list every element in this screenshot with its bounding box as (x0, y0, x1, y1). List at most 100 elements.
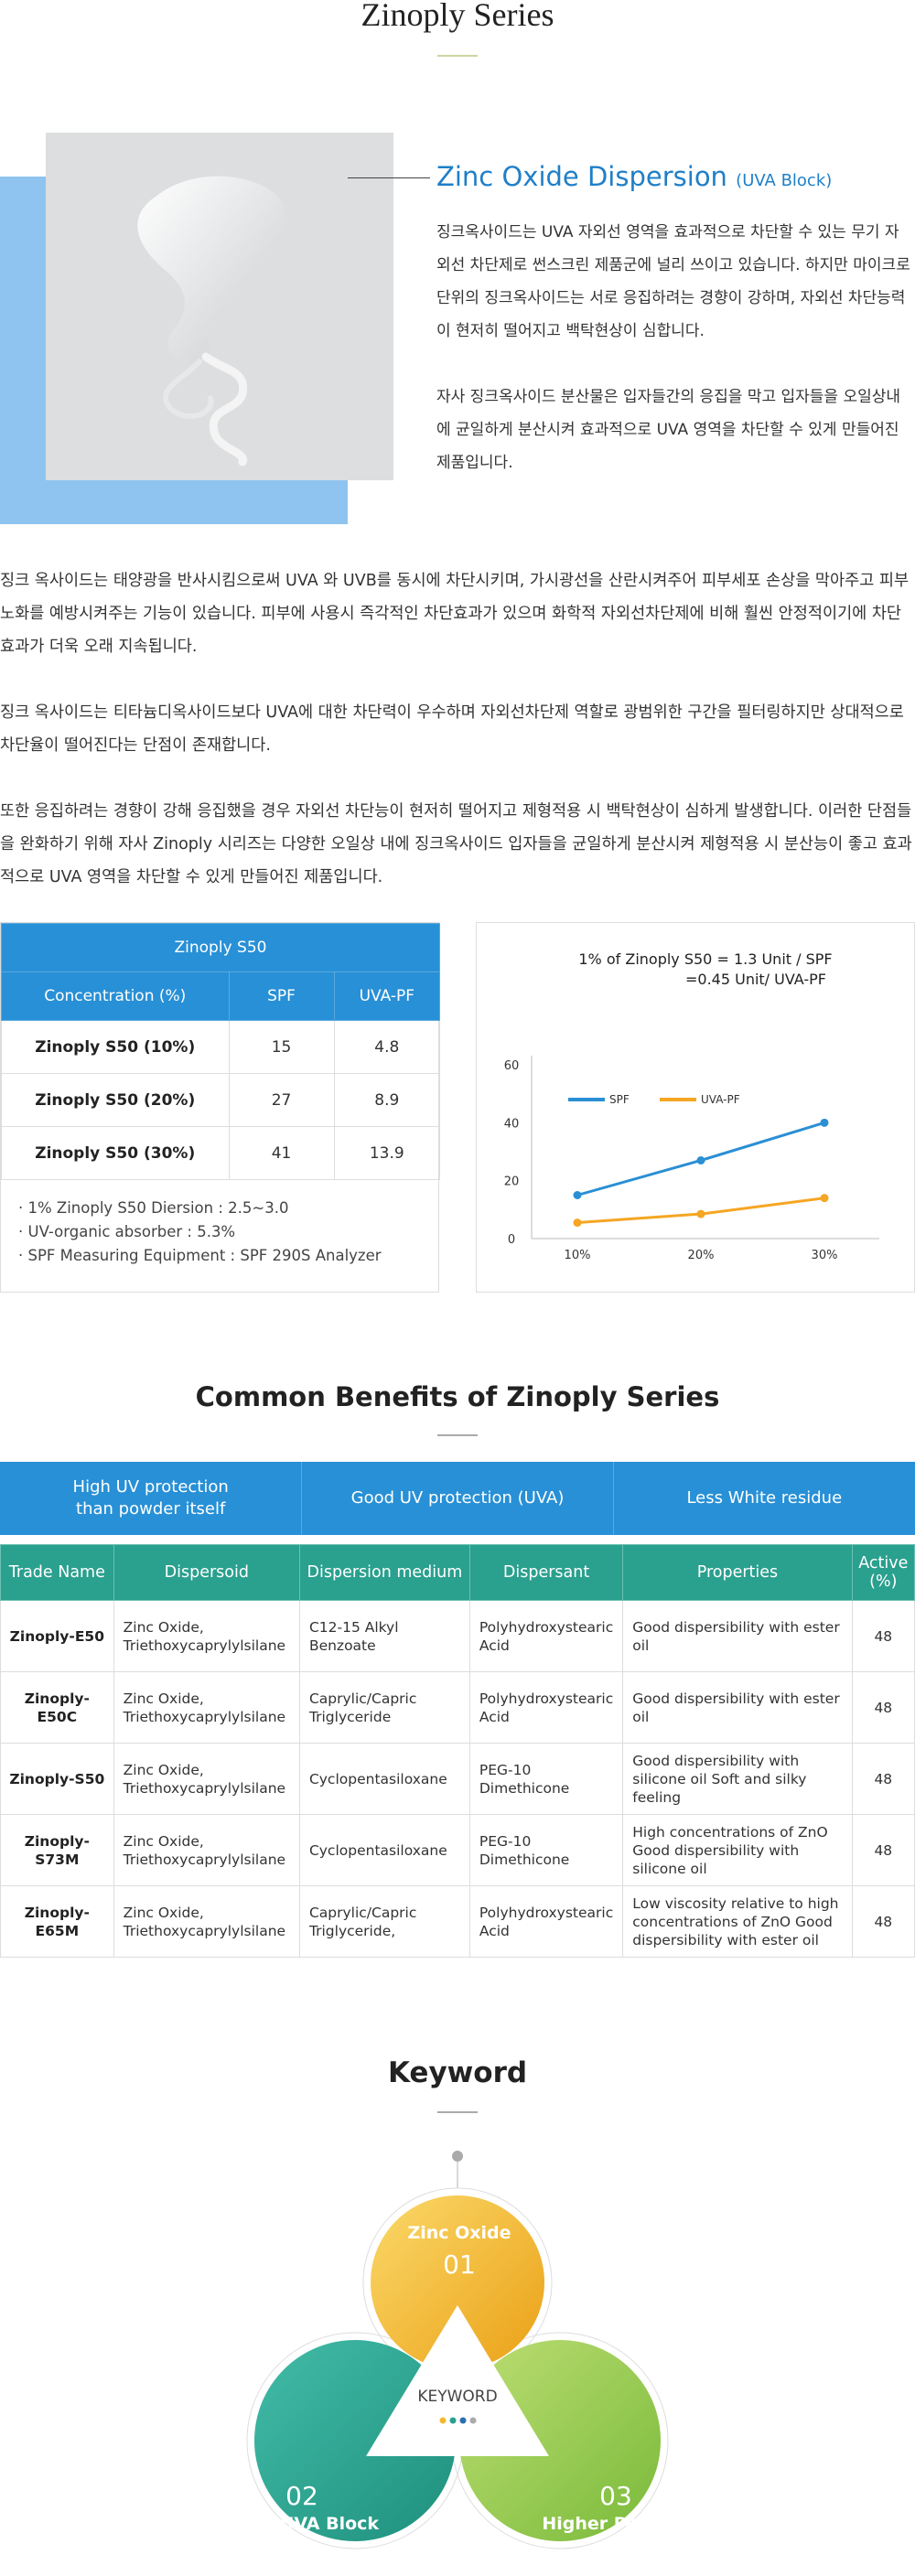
keyword-center-label: KEYWORD (417, 2388, 497, 2406)
benefits-divider (437, 1434, 478, 1436)
legend-label: UVA-PF (701, 1093, 740, 1106)
x-tick-label: 20% (688, 1249, 715, 1262)
active-percent-cell: 48 (851, 1671, 915, 1744)
products-header: Dispersant (468, 1544, 624, 1601)
keyword-title: Keyword (387, 2056, 528, 2089)
active-percent-cell: 48 (851, 1814, 915, 1886)
products-body: Zinoply-E50 Zinc Oxide, Triethoxycaprylyl… (0, 1600, 915, 1958)
cream-swirl-image (137, 176, 285, 467)
chart-card: 1% of Zinoply S50 = 1.3 Unit / SPF =0.45 … (476, 922, 915, 1293)
title-divider (437, 55, 478, 57)
dispersion-medium-cell: Cyclopentasiloxane (298, 1814, 470, 1886)
hero-description: 징크옥사이드는 UVA 자외선 영역을 효과적으로 차단할 수 있는 무기 자외… (436, 216, 912, 512)
s50-header-uvapf: UVA-PF (333, 971, 441, 1021)
y-tick-label: 60 (504, 1059, 520, 1073)
hero-image (46, 133, 393, 480)
hero-heading-main: Zinc Oxide Dispersion (436, 161, 727, 192)
dispersion-medium-cell: C12-15 Alkyl Benzoate (298, 1600, 470, 1672)
hero-paragraph: 징크옥사이드는 UVA 자외선 영역을 효과적으로 차단할 수 있는 무기 자외… (436, 223, 910, 340)
x-tick-label: 10% (565, 1249, 591, 1262)
dot (459, 2417, 467, 2424)
data-point-spf (696, 1156, 705, 1165)
active-percent-cell: 48 (851, 1600, 915, 1672)
legend-label: SPF (609, 1093, 630, 1106)
s50-header-spf: SPF (228, 971, 335, 1021)
table-row: Zinoply-E50 Zinc Oxide, Triethoxycaprylyl… (0, 1600, 915, 1672)
circle-uva-block (254, 2340, 456, 2541)
keyword-venn-diagram: KEYWORD Zinc Oxide 01 02 UVA Block 03 Hi… (246, 2151, 669, 2549)
circle-number-1: 01 (443, 2249, 476, 2280)
benefits-bar: High UV protection than powder itself Go… (0, 1462, 915, 1535)
products-header: Dispersion medium (298, 1544, 470, 1601)
dispersoid-cell: Zinc Oxide, Triethoxycaprylylsilane (113, 1671, 300, 1744)
y-tick-label: 40 (504, 1117, 520, 1131)
trade-name-cell: Zinoply-E50C (0, 1671, 114, 1744)
chart-title-line: =0.45 Unit/ UVA-PF (685, 971, 826, 988)
products-table: Trade Name Dispersoid Dispersion medium … (0, 1544, 915, 1958)
data-point-uva-pf (696, 1209, 705, 1218)
data-point-spf (820, 1118, 829, 1127)
s50-cell-name: Zinoply S50 (10%) (1, 1020, 230, 1074)
products-table-wrap: Trade Name Dispersoid Dispersion medium … (0, 1544, 915, 1958)
circle-label-2: UVA Block (280, 2514, 379, 2534)
s50-cell-uvapf: 13.9 (333, 1126, 441, 1180)
table-row: Zinoply S50 (30%) 41 13.9 (1, 1126, 441, 1180)
s50-cell-uvapf: 8.9 (333, 1073, 441, 1127)
line-chart: 1% of Zinoply S50 = 1.3 Unit / SPF =0.45 … (504, 950, 879, 1262)
trade-name-cell: Zinoply-E65M (0, 1885, 114, 1958)
table-row: Zinoply-E50C Zinc Oxide, Triethoxycapryly… (0, 1671, 915, 1744)
table-row: Zinoply-S73M Zinc Oxide, Triethoxycapryly… (0, 1814, 915, 1886)
trade-name-cell: Zinoply-S73M (0, 1814, 114, 1886)
y-tick-label: 0 (508, 1233, 515, 1247)
data-point-uva-pf (573, 1218, 582, 1228)
s50-header-concentration: Concentration (%) (1, 971, 230, 1021)
benefit-label: Good UV protection (UVA) (350, 1488, 565, 1508)
center-triangle (366, 2305, 549, 2456)
dispersion-medium-cell: Caprylic/Capric Triglyceride (298, 1671, 470, 1744)
circle-number-3: 03 (599, 2481, 632, 2511)
s50-note: · UV-organic absorber : 5.3% (18, 1223, 236, 1240)
s50-cell-spf: 41 (228, 1126, 335, 1180)
table-row: Zinoply-E65M Zinc Oxide, Triethoxycapryly… (0, 1885, 915, 1958)
body-paragraph: 징크 옥사이드는 티타늄디옥사이드보다 UVA에 대한 차단력이 우수하며 자외… (0, 703, 904, 755)
dispersant-cell: Polyhydroxystearic Acid (468, 1600, 624, 1672)
benefit-label: High UV protection than powder itself (72, 1477, 229, 1519)
s50-table-caption: Zinoply S50 (1, 923, 440, 972)
x-tick-label: 30% (812, 1249, 838, 1262)
table-row: Zinoply-S50 Zinc Oxide, Triethoxycaprylyl… (0, 1743, 915, 1815)
active-percent-cell: 48 (851, 1743, 915, 1815)
dispersion-medium-cell: Caprylic/Capric Triglyceride, (298, 1885, 470, 1958)
dot (449, 2417, 457, 2424)
body-text: 징크 옥사이드는 태양광을 반사시킴으로써 UVA 와 UVB를 동시에 차단시… (0, 564, 915, 927)
dispersoid-cell: Zinc Oxide, Triethoxycaprylylsilane (113, 1600, 300, 1672)
data-point-spf (573, 1191, 582, 1199)
dispersion-medium-cell: Cyclopentasiloxane (298, 1743, 470, 1815)
dispersant-cell: PEG-10 Dimethicone (468, 1814, 624, 1886)
dispersoid-cell: Zinc Oxide, Triethoxycaprylylsilane (113, 1814, 300, 1886)
benefits-title: Common Benefits of Zinoply Series (195, 1381, 720, 1412)
body-paragraph: 또한 응집하려는 경향이 강해 응집했을 경우 자외선 차단능이 현저히 떨어지… (0, 802, 912, 886)
s50-note: · 1% Zinoply S50 Diersion : 2.5~3.0 (18, 1199, 289, 1217)
benefit-item: Good UV protection (UVA) (302, 1462, 614, 1535)
products-header: Dispersoid (113, 1544, 300, 1601)
products-header: Active (%) (851, 1544, 915, 1601)
circle-label-1: Zinc Oxide (407, 2223, 511, 2243)
s50-table: Zinoply S50 Concentration (%) SPF UVA-PF… (1, 923, 441, 1180)
hero-connector-line (348, 177, 430, 178)
hero-heading: Zinc Oxide Dispersion (UVA Block) (436, 161, 832, 192)
data-point-uva-pf (820, 1194, 829, 1203)
products-header: Trade Name (0, 1544, 114, 1601)
benefit-item: High UV protection than powder itself (0, 1462, 303, 1535)
properties-cell: High concentrations of ZnO Good dispersi… (622, 1814, 853, 1886)
circle-zinc-oxide (371, 2195, 544, 2369)
active-percent-cell: 48 (851, 1885, 915, 1958)
circle-number-2: 02 (285, 2481, 318, 2511)
top-dot (452, 2151, 463, 2162)
dispersoid-cell: Zinc Oxide, Triethoxycaprylylsilane (113, 1743, 300, 1815)
dot (469, 2417, 477, 2424)
chart-title-line: 1% of Zinoply S50 = 1.3 Unit / SPF (578, 950, 832, 968)
s50-table-card: Zinoply S50 Concentration (%) SPF UVA-PF… (0, 922, 441, 1293)
properties-cell: Good dispersibility with ester oil (622, 1600, 853, 1672)
trade-name-cell: Zinoply-S50 (0, 1743, 114, 1815)
s50-cell-name: Zinoply S50 (20%) (1, 1073, 230, 1127)
